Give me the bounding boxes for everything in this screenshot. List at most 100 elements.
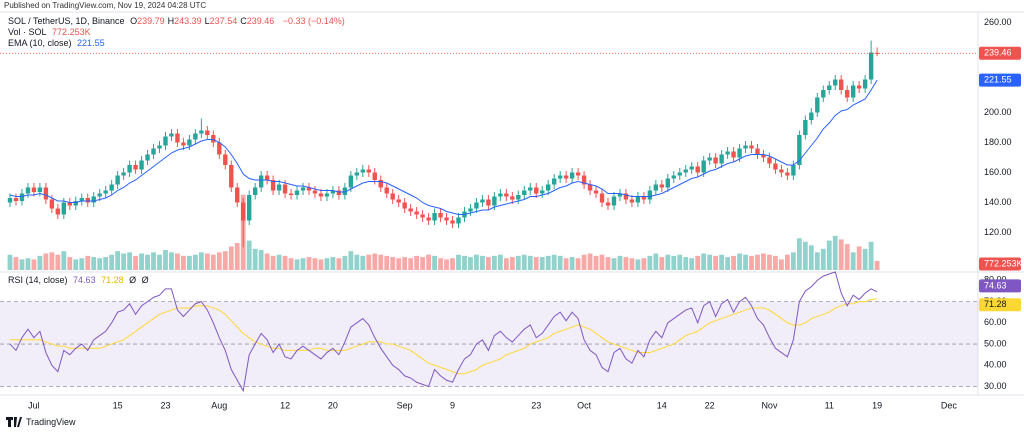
x-tick-label: 23 (531, 400, 541, 410)
volume-bar (677, 254, 683, 270)
volume-bar (294, 259, 300, 270)
volume-tag-box (979, 257, 1021, 271)
volume-bar (450, 258, 455, 270)
candle-body (827, 85, 832, 90)
background (0, 12, 1024, 416)
candle-body (223, 154, 228, 165)
volume-bar (462, 255, 467, 270)
candle-body (498, 193, 503, 197)
candle-body (247, 195, 252, 221)
volume-bar (426, 254, 431, 270)
candle-body (270, 180, 276, 191)
volume-bar (707, 254, 713, 270)
candle-body (13, 198, 19, 201)
x-tick-label: 14 (657, 400, 667, 410)
volume-bar (121, 253, 127, 270)
volume-bar (13, 257, 19, 270)
volume-bar (725, 257, 730, 270)
candle-body (671, 175, 676, 179)
candle-body (199, 130, 204, 134)
rsi-ma-value: 71.28 (101, 275, 124, 285)
volume-bar (336, 258, 342, 270)
candle-body (372, 172, 377, 180)
header: Published on TradingView.com, Nov 19, 20… (4, 1, 207, 10)
volume-bar (575, 258, 581, 270)
volume-bar (49, 252, 55, 270)
candle-body (689, 166, 694, 170)
candle-body (300, 187, 306, 191)
volume-bar (276, 254, 282, 270)
x-tick-label: 12 (280, 400, 290, 410)
volume-bar (252, 248, 258, 270)
candle-body (850, 85, 856, 98)
x-tick-label: Oct (577, 400, 592, 410)
volume-bar (659, 257, 665, 270)
candle-body (868, 52, 874, 80)
candle-body (67, 202, 72, 206)
ohlc-value: 237.54 (209, 16, 238, 26)
volume-bar (91, 257, 97, 270)
candle-body (103, 190, 108, 194)
candle-body (456, 217, 461, 224)
volume-bar (300, 258, 306, 270)
candle-body (366, 169, 371, 173)
volume-bar (169, 252, 174, 270)
candle-body (617, 193, 623, 197)
volume-bar (432, 255, 437, 270)
candle-body (193, 133, 198, 140)
candle-body (217, 142, 222, 155)
volume-bar (420, 257, 426, 270)
ohlc-value: 239.79 (137, 16, 165, 26)
candle-body (480, 199, 485, 203)
candle-body (402, 202, 407, 209)
candle-body (294, 190, 300, 195)
candle-body (856, 85, 862, 89)
candle-body (516, 195, 521, 200)
candle-body (707, 157, 712, 161)
candle-body (767, 157, 772, 164)
candle-body (587, 184, 593, 191)
volume-bar (444, 259, 449, 270)
candle-body (109, 184, 114, 191)
candle-body (181, 142, 186, 146)
volume-bar (414, 255, 420, 270)
volume-bar (378, 254, 384, 270)
candle-body (31, 187, 37, 192)
volume-bar (360, 255, 366, 270)
rsi-tick-label: 30.00 (984, 381, 1007, 391)
volume-bar (527, 255, 533, 270)
candle-body (252, 187, 258, 195)
rsi-tick-label: 50.00 (984, 338, 1007, 348)
candle-body (719, 154, 724, 164)
volume-bar (605, 257, 611, 270)
volume-bar (491, 255, 497, 270)
candle-body (474, 202, 479, 209)
candle-body (635, 196, 641, 203)
rsi-tag-box (979, 279, 1021, 293)
candle-body (803, 120, 808, 135)
y-tick-label: 180.00 (984, 137, 1012, 147)
volume-bar (796, 238, 802, 270)
candle-body (408, 208, 413, 212)
volume-bar (856, 246, 862, 270)
candle-body (862, 79, 868, 89)
volume-bar (802, 241, 808, 270)
candle-body (384, 187, 389, 194)
candle-body (318, 193, 324, 197)
volume-bar (665, 254, 671, 270)
volume-bar (653, 253, 659, 270)
candle-body (91, 196, 96, 203)
volume-bar (689, 258, 695, 270)
volume-bar (826, 240, 832, 270)
x-tick-label: 11 (825, 400, 834, 410)
candle-body (115, 175, 120, 185)
volume-bar (210, 254, 216, 270)
candle-body (264, 175, 270, 180)
volume-bar (515, 255, 521, 270)
candle-body (133, 165, 138, 170)
legend-rsi: RSI (14, close) 74.63 71.28 Ø Ø (8, 275, 152, 286)
volume-bar (737, 253, 742, 270)
candle-body (336, 190, 342, 195)
candle-body (785, 172, 790, 176)
